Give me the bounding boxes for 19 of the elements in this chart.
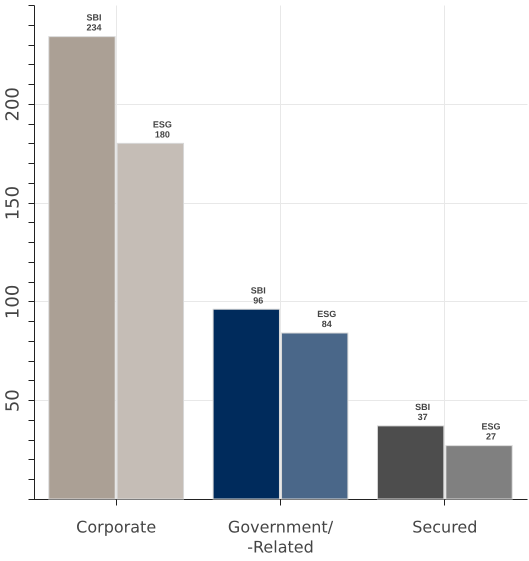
data-label: 234 (86, 22, 102, 33)
y-tick-label: 150 (2, 186, 24, 220)
y-tick-label: 200 (2, 87, 24, 122)
series-label: SBI (250, 285, 266, 296)
x-tick-label: Government/ -Related (228, 518, 334, 556)
text: ESG (317, 309, 336, 320)
data-label: 27 (486, 432, 496, 442)
x-tick-label: Corporate (76, 518, 156, 536)
text: SBI (415, 402, 430, 412)
data-label: 96 (253, 295, 264, 306)
text: ESG (482, 422, 501, 432)
text: SBI (86, 12, 102, 23)
data-label: 37 (418, 412, 428, 422)
data-label: 180 (154, 129, 170, 140)
y-tick-label: 50 (2, 389, 24, 412)
series-label: ESG (152, 119, 172, 130)
x-tick-label: Secured (412, 518, 478, 536)
y-tick-label: 100 (2, 284, 24, 320)
data-label: 84 (322, 319, 332, 330)
